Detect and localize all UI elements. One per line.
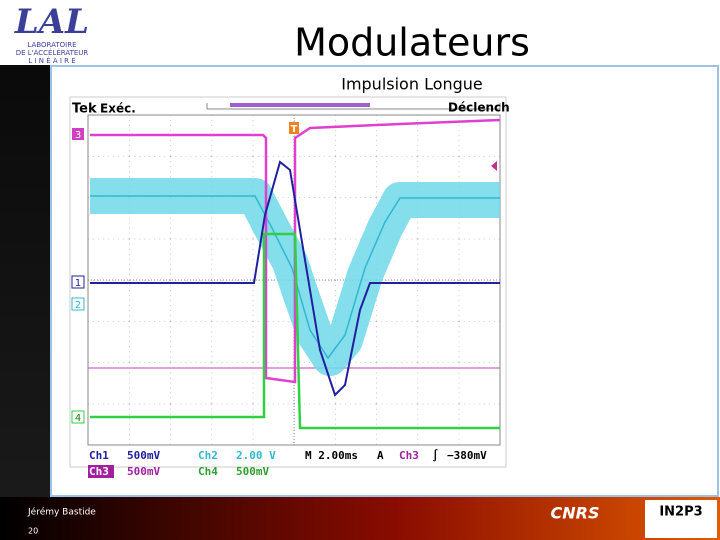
readout: M 2.00ms	[305, 449, 358, 462]
ch-marker: 2	[75, 300, 81, 311]
in2p3-logo-bg	[645, 500, 717, 538]
readout: 500mV	[127, 449, 160, 462]
readout-bg	[88, 465, 114, 478]
side-strip	[0, 65, 50, 497]
readout: 2.00 V	[236, 449, 276, 462]
trigger-marker: T	[291, 124, 298, 135]
trace-ch1	[90, 160, 500, 397]
readout: A	[377, 449, 384, 462]
record-bar	[206, 103, 501, 110]
ch-marker: 4	[75, 413, 81, 424]
page-number: 20	[28, 527, 38, 536]
logo-caption: L I N É A I R E	[28, 56, 75, 65]
scope-mode: Exéc.	[100, 102, 136, 116]
slide-title: Modulateurs	[294, 21, 530, 65]
trace-ch3	[90, 118, 501, 384]
logo-caption: LABORATOIRE	[28, 41, 77, 49]
readout: Ch1	[89, 449, 109, 462]
record-window	[230, 103, 370, 107]
ch-marker-bg	[71, 297, 85, 311]
subtitle: Impulsion Longue	[341, 75, 483, 94]
readout: ∫	[432, 449, 439, 462]
ch-marker: 1	[75, 278, 81, 289]
cnrs-logo: CNRS	[551, 504, 600, 523]
readout: Ch2	[198, 449, 218, 462]
readout: Ch3	[89, 465, 109, 478]
readout: 500mV	[236, 465, 269, 478]
ref-marker	[491, 161, 497, 171]
trace-ch4	[90, 232, 500, 430]
readout: Ch3	[399, 449, 419, 462]
footer-bar	[0, 497, 720, 540]
ch-marker-bg	[72, 128, 84, 140]
logo-caption: DE L'ACCÉLÉRATEUR	[16, 48, 89, 57]
footer-author: Jérémy Bastide	[27, 507, 96, 518]
readout: Ch4	[198, 465, 218, 478]
ch-marker-bg	[71, 275, 85, 289]
scope-brand: Tek	[72, 102, 97, 117]
ch-marker-bg	[71, 410, 85, 424]
readout: 500mV	[127, 465, 160, 478]
in2p3-logo: IN2P3	[659, 505, 702, 520]
readout: −380mV	[447, 449, 487, 462]
trigger-marker-bg	[289, 122, 299, 134]
logo: LAL	[14, 2, 89, 42]
ch-marker: 3	[75, 130, 81, 141]
trigger-status: Déclench	[448, 101, 510, 115]
